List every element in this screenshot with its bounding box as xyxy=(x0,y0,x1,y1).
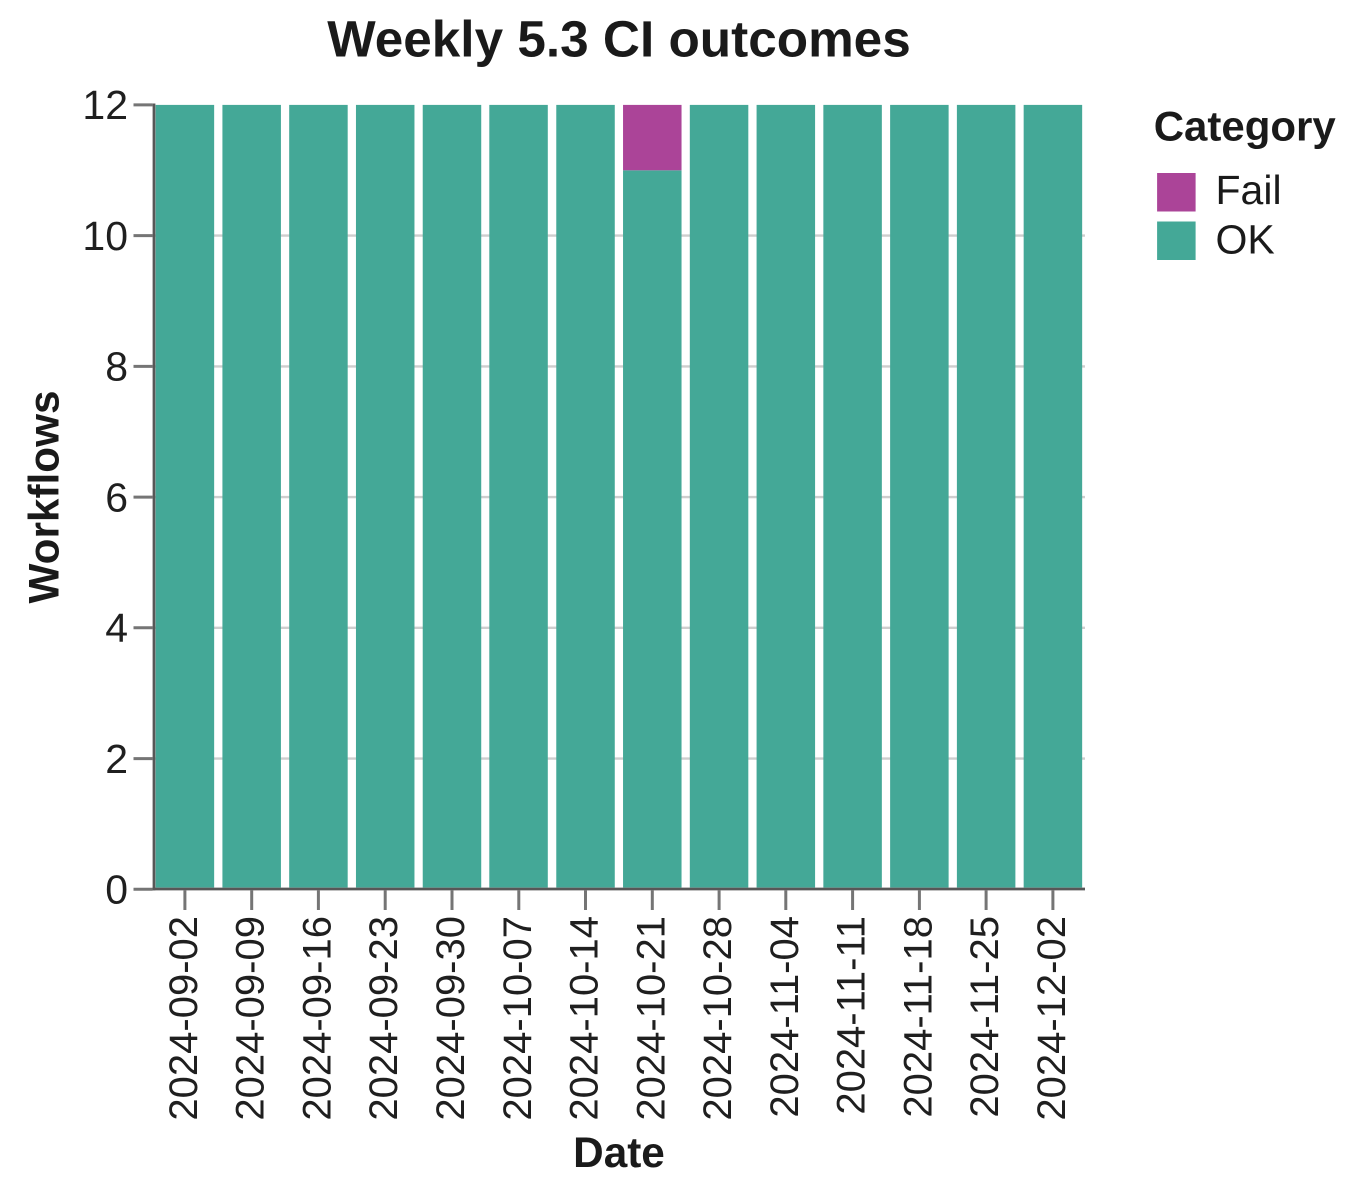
svg-text:4: 4 xyxy=(105,605,128,651)
svg-text:2024-09-09: 2024-09-09 xyxy=(229,916,273,1121)
svg-text:2024-11-25: 2024-11-25 xyxy=(963,916,1007,1118)
svg-text:Weekly 5.3 CI outcomes: Weekly 5.3 CI outcomes xyxy=(327,11,911,68)
svg-text:10: 10 xyxy=(82,213,128,259)
svg-text:2024-11-11: 2024-11-11 xyxy=(830,916,874,1115)
svg-text:Category: Category xyxy=(1154,103,1337,150)
svg-text:Workflows: Workflows xyxy=(21,390,68,603)
svg-text:6: 6 xyxy=(105,474,128,520)
svg-text:8: 8 xyxy=(105,344,128,390)
svg-text:2024-10-14: 2024-10-14 xyxy=(563,916,607,1121)
svg-text:0: 0 xyxy=(105,867,128,913)
svg-text:2: 2 xyxy=(105,736,128,782)
svg-text:2024-09-02: 2024-09-02 xyxy=(162,916,206,1121)
svg-text:2024-11-04: 2024-11-04 xyxy=(763,916,807,1118)
svg-text:2024-10-21: 2024-10-21 xyxy=(629,916,673,1121)
svg-text:12: 12 xyxy=(82,82,128,128)
svg-text:2024-09-16: 2024-09-16 xyxy=(295,916,339,1121)
svg-text:2024-10-07: 2024-10-07 xyxy=(496,916,540,1121)
svg-text:2024-09-30: 2024-09-30 xyxy=(429,916,473,1121)
svg-text:2024-09-23: 2024-09-23 xyxy=(362,916,406,1121)
svg-text:2024-10-28: 2024-10-28 xyxy=(696,916,740,1121)
svg-text:OK: OK xyxy=(1216,217,1275,263)
svg-text:Fail: Fail xyxy=(1216,167,1282,213)
svg-text:Date: Date xyxy=(573,1129,665,1176)
svg-text:2024-12-02: 2024-12-02 xyxy=(1030,916,1074,1121)
svg-text:2024-11-18: 2024-11-18 xyxy=(896,916,940,1118)
